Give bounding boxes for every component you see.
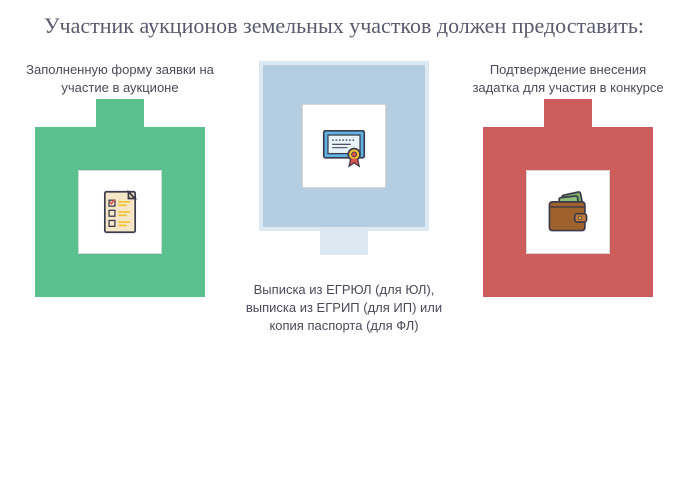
box-left: [35, 127, 205, 297]
page-title: Участник аукционов земельных участков до…: [0, 0, 688, 41]
form-checklist-icon: [93, 185, 147, 239]
caption-middle: Выписка из ЕГРЮЛ (для ЮЛ), выписка из ЕГ…: [244, 281, 444, 336]
column-application-form: Заполненную форму заявки на участие в ау…: [20, 61, 220, 297]
inner-box-right: [526, 170, 610, 254]
inner-box-left: [78, 170, 162, 254]
certificate-icon: [317, 119, 371, 173]
caption-right: Подтверждение внесения задатка для участ…: [468, 61, 668, 97]
column-deposit: Подтверждение внесения задатка для участ…: [468, 61, 668, 297]
tab-middle: [320, 227, 368, 255]
inner-box-middle: [302, 104, 386, 188]
box-right: [483, 127, 653, 297]
box-middle: [259, 61, 429, 231]
caption-left: Заполненную форму заявки на участие в ау…: [20, 61, 220, 97]
tab-left: [96, 99, 144, 127]
tab-right: [544, 99, 592, 127]
wallet-money-icon: [541, 185, 595, 239]
infographic-row: Заполненную форму заявки на участие в ау…: [0, 61, 688, 481]
column-extract: Выписка из ЕГРЮЛ (для ЮЛ), выписка из ЕГ…: [244, 61, 444, 336]
